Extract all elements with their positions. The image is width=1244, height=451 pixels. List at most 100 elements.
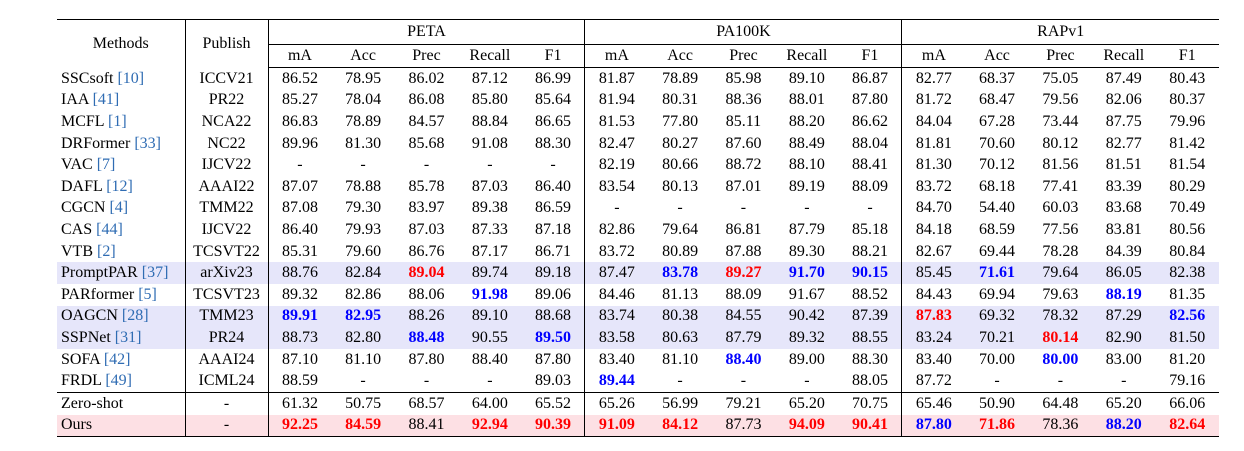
value-cell: 56.99: [648, 391, 712, 415]
value-cell: 79.21: [711, 391, 776, 415]
value-cell: 68.37: [979, 69, 1016, 87]
method-name: OAGCN: [61, 307, 118, 325]
value-cell: 89.03: [521, 370, 586, 393]
value-cell: 82.38: [1169, 264, 1206, 282]
method-cell: SSCsoft [10]: [57, 67, 186, 90]
value-cell: 65.20: [1092, 391, 1156, 415]
value-cell: 87.01: [725, 177, 762, 195]
value-cell: 94.09: [775, 414, 839, 438]
value-cell: 89.27: [725, 264, 762, 282]
value-cell: 81.13: [662, 285, 699, 303]
table-row: CGCN [4] TMM22 87.08 79.30 83.97 89.38 86.59- -…: [57, 197, 1219, 220]
group-header: PETA: [268, 19, 586, 45]
value-cell: 85.27: [281, 91, 318, 109]
value-cell: 89.32: [281, 285, 318, 303]
citation: [44]: [96, 220, 123, 238]
metric-header: F1: [1155, 44, 1219, 68]
publish-cell: PR22: [185, 89, 269, 112]
table-row: IAA [41] PR22 85.27 78.04 86.08 85.80 85.64 81.…: [57, 89, 1219, 112]
value-cell: 84.70: [915, 199, 952, 217]
value-cell: 85.45: [915, 264, 952, 282]
value-cell: 66.06: [1155, 391, 1219, 415]
value-cell: 88.20: [788, 112, 825, 130]
value-cell: 87.33: [471, 220, 508, 238]
citation: [10]: [117, 69, 145, 87]
metric-header: F1: [838, 44, 903, 68]
table-row: MCFL [1] NCA22 86.83 78.89 84.57 88.84 86.65 81…: [57, 111, 1219, 133]
value-cell: 83.24: [915, 328, 952, 346]
value-cell: 88.48: [408, 328, 445, 346]
value-cell: 75.05: [1042, 69, 1079, 87]
method-name: SSPNet: [61, 328, 111, 346]
value-cell: 82.64: [1155, 414, 1219, 438]
value-cell: 77.41: [1042, 177, 1079, 195]
value-cell: 88.59: [281, 372, 318, 390]
value-cell: 82.84: [345, 264, 382, 282]
method-name: CAS: [61, 220, 93, 238]
value-cell: 88.10: [788, 156, 825, 174]
value-cell: 70.00: [979, 350, 1016, 368]
value-cell: 88.76: [281, 264, 318, 282]
value-cell: 84.39: [1105, 242, 1142, 260]
metric-header: Recall: [775, 44, 839, 68]
value-cell: 65.52: [521, 391, 586, 415]
metric-header: Recall: [458, 44, 522, 68]
publish-cell: TCSVT23: [185, 283, 269, 306]
method-cell: MCFL [1]: [57, 111, 186, 133]
method-name: SOFA: [61, 350, 100, 368]
publish-cell: ICCV21: [185, 67, 269, 90]
value-cell: 88.21: [838, 240, 903, 263]
value-cell: 86.52: [281, 69, 318, 87]
value-cell: 83.00: [1105, 350, 1142, 368]
publish-cell: NCA22: [185, 111, 269, 133]
value-cell: 88.19: [1105, 285, 1142, 303]
value-cell: 87.80: [901, 414, 966, 438]
group-header: RAPv1: [901, 19, 1219, 45]
value-cell: 89.00: [788, 350, 825, 368]
publish-cell: -: [185, 391, 269, 415]
value-cell: 83.40: [915, 350, 952, 368]
value-cell: 79.16: [1169, 372, 1206, 390]
value-cell: 89.04: [408, 264, 445, 282]
table-row: Zero-shot -61.32 50.75 68.57 64.00 65.52 65.26…: [57, 391, 1219, 415]
metric-header: Acc: [648, 44, 712, 68]
value-cell: 65.26: [584, 391, 649, 415]
value-cell: 80.38: [662, 307, 699, 325]
value-cell: -: [804, 199, 810, 217]
value-cell: 85.78: [408, 177, 445, 195]
citation: [42]: [103, 350, 131, 368]
value-cell: -: [297, 156, 303, 174]
value-cell: 85.11: [725, 112, 762, 130]
table-row: VAC [7] IJCV22- - - - -82.19 80.66 88.72 88.10 88…: [57, 154, 1219, 176]
metric-header: mA: [901, 44, 966, 68]
value-cell: 87.47: [598, 264, 635, 282]
value-cell: 78.04: [345, 91, 382, 109]
value-cell: 86.08: [408, 91, 445, 109]
value-cell: -: [677, 372, 683, 390]
value-cell: 79.60: [345, 242, 382, 260]
table-row: VTB [2] TCSVT22 85.31 79.60 86.76 87.17 86.71 8…: [57, 240, 1219, 263]
value-cell: 89.10: [788, 69, 825, 87]
citation: [28]: [121, 307, 149, 325]
citation: [4]: [109, 199, 129, 217]
value-cell: 82.67: [915, 242, 952, 260]
value-cell: 81.51: [1105, 156, 1142, 174]
value-cell: 81.87: [598, 69, 635, 87]
value-cell: 70.49: [1169, 199, 1206, 217]
value-cell: 88.41: [838, 154, 903, 176]
value-cell: 82.47: [598, 134, 635, 152]
value-cell: 87.75: [1105, 112, 1142, 130]
value-cell: 89.38: [471, 199, 508, 217]
value-cell: 86.40: [281, 220, 318, 238]
value-cell: -: [838, 197, 903, 220]
value-cell: 86.02: [408, 69, 445, 87]
publish-cell: AAAI24: [185, 348, 269, 371]
method-name: IAA: [61, 91, 89, 109]
value-cell: 81.10: [345, 350, 382, 368]
value-cell: -: [1121, 372, 1127, 390]
method-name: CGCN: [61, 199, 106, 217]
group-header: PA100K: [584, 19, 903, 45]
method-cell: PARformer [5]: [57, 283, 186, 306]
value-cell: 89.10: [471, 307, 508, 325]
value-cell: 91.08: [471, 134, 508, 152]
